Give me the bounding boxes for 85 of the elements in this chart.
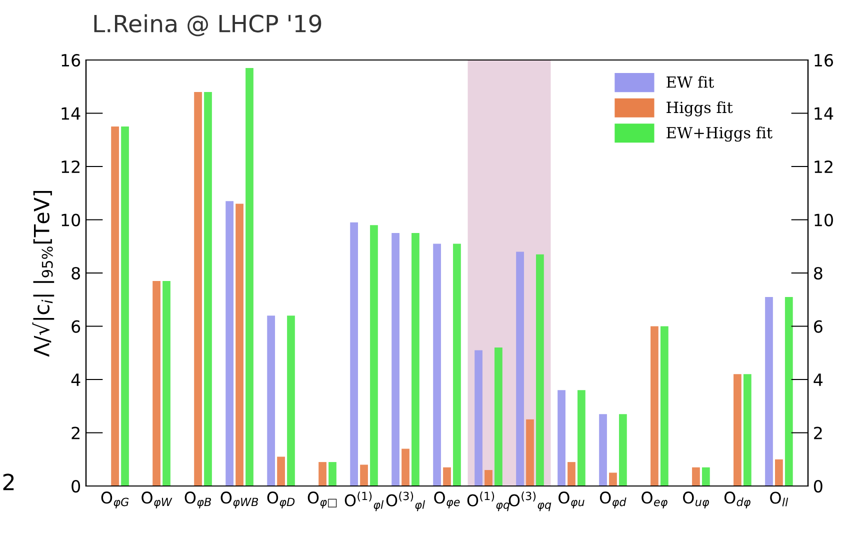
bar	[765, 296, 773, 486]
y2-tick-label: 2	[814, 426, 822, 440]
bar	[412, 233, 420, 486]
x-tick-label: O$_{φWB}$	[220, 492, 258, 508]
x-tick-label: O$_{φB}$	[184, 492, 211, 508]
y-tick-label: 16	[62, 54, 80, 67]
y2-tick-label: 16	[814, 54, 834, 67]
bar	[152, 280, 160, 486]
legend-label: Higgs fit	[666, 101, 733, 116]
x-tick-label: O$^{(3)}$$_{φq}$	[508, 492, 552, 512]
y-tick-label: 12	[62, 160, 80, 173]
x-tick-label: O$_{φD}$	[267, 492, 295, 508]
bar	[702, 467, 710, 486]
bar	[650, 326, 658, 486]
y2-tick-label: 0	[814, 480, 822, 493]
bar	[318, 462, 326, 486]
bar	[402, 448, 410, 486]
bar	[287, 316, 295, 486]
bar	[558, 390, 566, 486]
x-tick-label: O$_{φW}$	[142, 492, 172, 508]
bar	[599, 414, 607, 486]
bar	[360, 464, 368, 486]
bar	[568, 462, 576, 486]
bar	[453, 244, 461, 486]
y2-tick-label: 8	[814, 266, 822, 280]
y-tick-label: 0	[72, 480, 80, 493]
bar	[246, 68, 254, 486]
y-tick-label: 6	[72, 320, 80, 333]
bar	[494, 348, 502, 486]
bar	[236, 204, 244, 486]
x-tick-label: O$_{φu}$	[558, 492, 584, 508]
bar	[474, 350, 482, 486]
y-tick-label: 8	[72, 266, 80, 280]
chart-title: L.Reina @ LHCP '19	[94, 14, 322, 36]
bar	[121, 126, 129, 486]
x-tick-label: O$^{(3)}$$_{φl}$	[386, 492, 426, 512]
y2-tick-label: 10	[814, 214, 833, 226]
bar	[204, 92, 212, 486]
bar	[578, 390, 586, 486]
x-tick-label: O$_{ll}$	[770, 492, 788, 506]
bar	[443, 467, 451, 486]
bar	[194, 92, 202, 486]
x-tick-label: O$_{φe}$	[434, 492, 460, 508]
bar	[784, 296, 793, 486]
x-tick-label: O$_{φG}$	[101, 492, 129, 508]
legend-label: EW+Higgs fit	[666, 126, 772, 142]
bar	[692, 467, 700, 486]
bar	[734, 374, 742, 486]
bar	[370, 225, 378, 486]
y-tick-label: 14	[62, 107, 80, 120]
y-tick-label: 10	[62, 214, 80, 226]
bar	[775, 459, 783, 486]
bar	[162, 280, 170, 486]
bar	[743, 374, 752, 486]
y2-tick-label: 14	[814, 107, 834, 120]
bar	[226, 201, 234, 486]
x-tick-label: O$^{(1)}$$_{φl}$	[344, 492, 384, 512]
bar	[111, 126, 119, 486]
y-tick-label: 4	[71, 374, 80, 386]
x-tick-label: O$_{φ□}$	[308, 492, 337, 508]
bar	[536, 254, 544, 486]
x-tick-label: O$_{eφ}$	[642, 492, 668, 508]
text: 2	[3, 474, 14, 490]
y-tick-label: 2	[72, 426, 80, 440]
bar	[618, 414, 627, 486]
bar	[328, 462, 336, 486]
legend-label: EW fit	[666, 76, 714, 88]
x-tick-label: O$_{dφ}$	[724, 492, 750, 508]
bar	[660, 326, 668, 486]
y2-tick-label: 4	[814, 374, 823, 386]
bar	[350, 222, 358, 486]
bar	[392, 233, 400, 486]
bar	[516, 252, 524, 486]
bar	[267, 316, 276, 486]
x-tick-label: O$_{uφ}$	[683, 492, 710, 508]
bar	[484, 470, 492, 486]
x-tick-label: O$_{φd}$	[600, 492, 626, 508]
y2-tick-label: 12	[814, 160, 832, 173]
bar	[277, 456, 285, 486]
y2-tick-label: 6	[814, 320, 822, 333]
bar	[526, 419, 534, 486]
x-tick-label: O$^{(1)}$$_{φq}$	[467, 492, 510, 512]
bar	[609, 472, 617, 486]
bar	[433, 244, 441, 486]
y-axis-title: Λ/√|c$_{i}$| |$_{95%}$[TeV]	[32, 191, 54, 357]
